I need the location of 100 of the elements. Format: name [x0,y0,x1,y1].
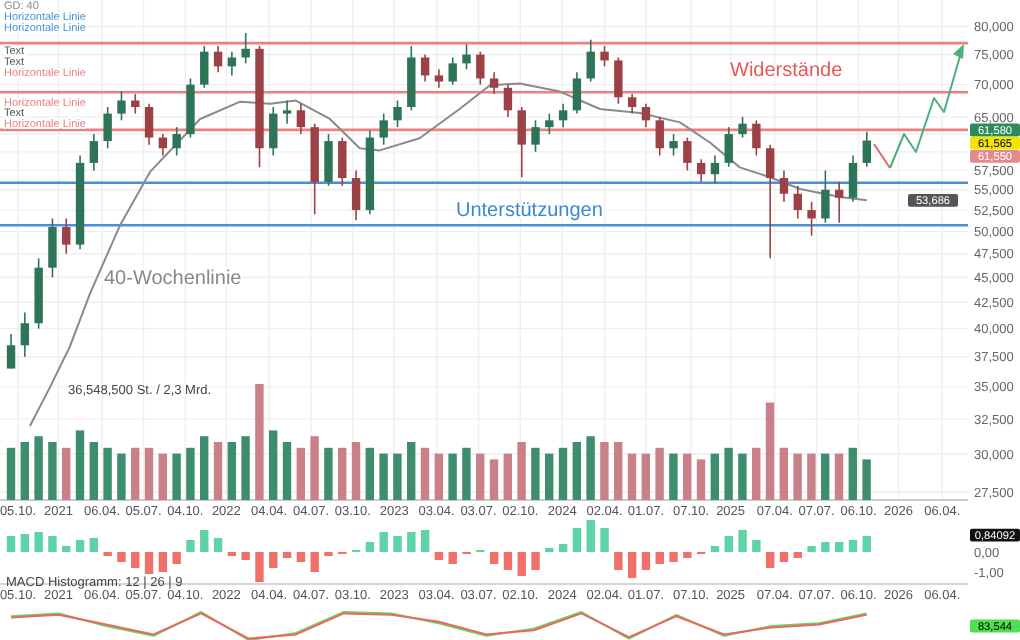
candlestick [545,112,554,135]
bar [89,538,99,552]
annotation: Unterstützungen [456,200,603,222]
candlestick [655,116,664,157]
candlestick [614,56,623,105]
bar [545,453,554,500]
candlestick [103,106,112,150]
bar [669,552,678,562]
bar [683,552,692,558]
candlestick [62,217,71,255]
candlestick [724,126,733,168]
bar [489,459,499,500]
bar [351,442,361,500]
bar [793,552,802,558]
bar [172,453,181,500]
candlestick [779,169,789,203]
bar [738,530,747,552]
bar [614,552,623,570]
bar [793,453,802,500]
bar [89,442,98,500]
bar [862,459,871,500]
bar [255,552,264,582]
bar [862,536,871,552]
bar [20,442,29,500]
bar [710,546,720,552]
bar [710,453,719,500]
bar [807,546,816,552]
bar [462,447,471,500]
bar [158,453,167,500]
candlestick [448,56,457,86]
bar [531,552,540,570]
candlestick [600,45,609,68]
bar [269,552,278,568]
bar [365,447,374,500]
candlestick [393,99,402,128]
bar [213,442,223,500]
candlestick [89,133,99,172]
bar [62,546,71,552]
bar [131,447,140,500]
bar [752,447,761,500]
bar [296,447,305,500]
candlestick [586,38,595,83]
bar [517,442,526,500]
bar [614,442,623,500]
bar [821,542,830,552]
bar [172,552,181,564]
bar [531,447,540,500]
bar [848,540,858,552]
bar [75,430,85,500]
bar [269,430,278,500]
bar [558,544,568,552]
bar [227,442,236,500]
bar [186,447,195,500]
candlestick [848,154,858,203]
bar [310,436,319,500]
bar [724,536,733,552]
bar [586,436,595,500]
bar [241,436,250,500]
bar [848,447,857,500]
bar [324,447,333,500]
bar [213,538,223,552]
bar [517,552,526,576]
candlestick [696,158,706,183]
bar [752,540,761,552]
candlestick [752,119,761,157]
candlestick [834,181,844,224]
bar [255,384,264,500]
bar [627,453,637,500]
candlestick [558,102,568,128]
candlestick [48,217,57,279]
bar [365,542,375,552]
candlestick [683,136,692,172]
candlestick [241,32,250,65]
bar [200,530,209,552]
bar [724,447,733,500]
bar [834,453,844,500]
candlestick [117,90,126,122]
bar [572,528,582,552]
candlestick [793,185,802,220]
candlestick [144,102,154,146]
bar [434,552,444,560]
bar [738,453,747,500]
candlestick [531,119,540,153]
bar [655,552,664,564]
bar [765,402,775,500]
candlestick [434,68,444,89]
bar [600,442,609,500]
candlestick [420,53,430,83]
bar [558,447,568,500]
candlestick [338,136,347,187]
bar [779,552,789,562]
candlestick [489,71,499,95]
bar [62,447,71,500]
bar [489,552,499,564]
bar [34,532,43,552]
candlestick [282,99,292,125]
candlestick [821,169,830,224]
candlestick [269,106,278,157]
bar [200,436,209,500]
bar [834,542,844,552]
